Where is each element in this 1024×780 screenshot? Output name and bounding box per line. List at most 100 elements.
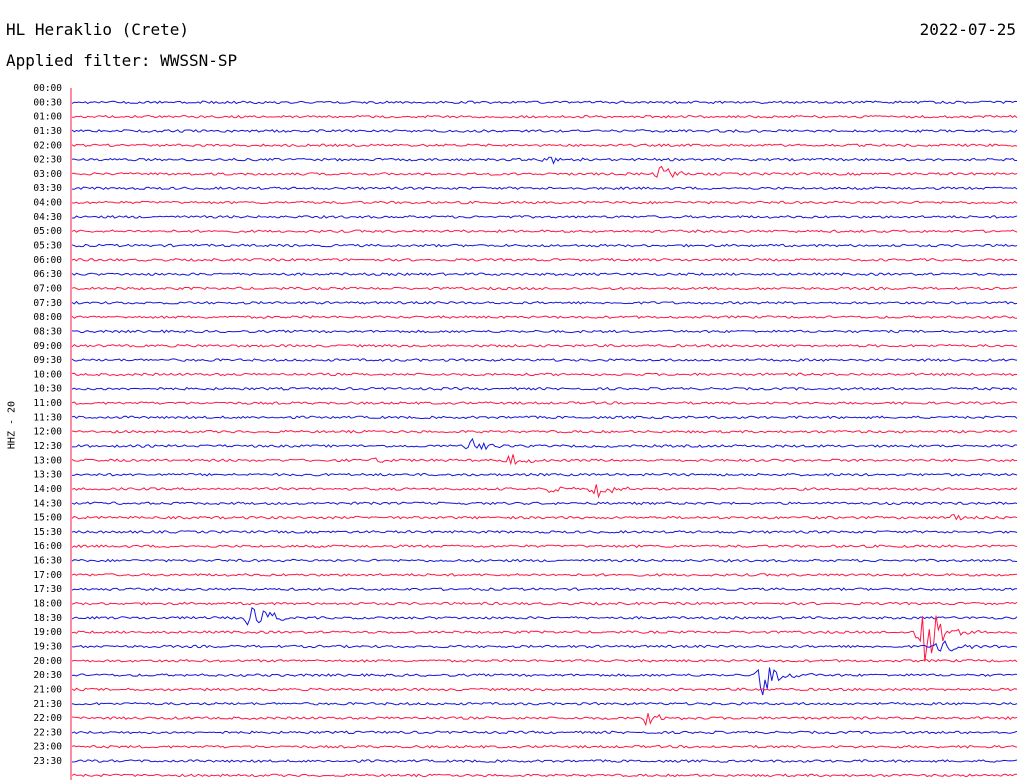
tick-label: 06:00 — [33, 255, 62, 266]
trace-line — [71, 243, 1018, 248]
tick-label: 09:30 — [33, 355, 62, 366]
tick-label: 15:00 — [33, 513, 62, 524]
trace-line — [71, 713, 1018, 727]
trace-line — [71, 315, 1018, 319]
tick-label: 18:00 — [33, 599, 62, 610]
tick-label: 01:30 — [33, 126, 62, 137]
tick-label: 05:00 — [33, 226, 62, 237]
tick-label: 01:00 — [33, 112, 62, 123]
tick-label: 00:30 — [33, 97, 62, 108]
trace-line — [71, 484, 1018, 499]
trace-line — [71, 744, 1018, 749]
date-label: 2022-07-25 — [919, 20, 1016, 39]
trace-line — [71, 372, 1018, 377]
trace-line — [71, 558, 1018, 563]
tick-label: 06:30 — [33, 269, 62, 280]
trace-line — [71, 730, 1018, 735]
tick-label: 04:30 — [33, 212, 62, 223]
trace-line — [71, 615, 1018, 662]
time-ticks: 00:00 00:30 01:00 01:30 02:00 02:30 03:00 03:30… — [33, 83, 62, 767]
tick-label: 13:00 — [33, 455, 62, 466]
tick-label: 20:30 — [33, 670, 62, 681]
trace-line — [71, 607, 1018, 626]
tick-label: 03:30 — [33, 183, 62, 194]
trace-line — [71, 415, 1018, 420]
tick-label: 14:00 — [33, 484, 62, 495]
trace-line — [71, 143, 1018, 148]
trace-line — [71, 687, 1018, 692]
tick-label: 11:30 — [33, 412, 62, 423]
tick-label: 21:00 — [33, 684, 62, 695]
tick-label: 04:00 — [33, 198, 62, 209]
trace-line — [71, 667, 1018, 696]
tick-label: 14:30 — [33, 498, 62, 509]
tick-label: 13:30 — [33, 470, 62, 481]
trace-line — [71, 658, 1018, 663]
tick-label: 17:00 — [33, 570, 62, 581]
trace-line — [71, 429, 1018, 434]
trace-line — [72, 437, 1018, 451]
trace-line — [71, 773, 1018, 778]
tick-label: 23:30 — [33, 756, 62, 767]
tick-label: 10:00 — [33, 369, 62, 380]
tick-label: 03:00 — [33, 169, 62, 180]
traces — [71, 100, 1018, 778]
tick-label: 19:30 — [33, 641, 62, 652]
tick-label: 19:00 — [33, 627, 62, 638]
tick-label: 11:00 — [33, 398, 62, 409]
filter-label: Applied filter: WWSSN-SP — [6, 51, 238, 70]
trace-line — [71, 701, 1018, 706]
trace-line — [71, 386, 1018, 391]
trace-line — [71, 640, 1018, 652]
trace-line — [71, 573, 1018, 577]
tick-label: 10:30 — [33, 384, 62, 395]
trace-line — [71, 454, 1018, 466]
trace-line — [71, 544, 1018, 549]
trace-line — [71, 300, 1018, 305]
tick-label: 16:00 — [33, 541, 62, 552]
tick-label: 17:30 — [33, 584, 62, 595]
tick-label: 00:00 — [33, 83, 62, 94]
trace-line — [71, 200, 1018, 205]
tick-label: 07:00 — [33, 283, 62, 294]
trace-line — [71, 601, 1018, 606]
trace-line — [71, 272, 1018, 277]
tick-label: 16:30 — [33, 556, 62, 567]
trace-line — [71, 530, 1018, 534]
tick-label: 22:30 — [33, 727, 62, 738]
trace-line — [71, 401, 1018, 405]
trace-line — [71, 329, 1018, 334]
trace-line — [71, 257, 1018, 262]
tick-label: 12:30 — [33, 441, 62, 452]
trace-line — [71, 100, 1018, 105]
trace-line — [71, 114, 1018, 119]
station-title: HL Heraklio (Crete) — [6, 20, 190, 39]
tick-label: 15:30 — [33, 527, 62, 538]
trace-line — [71, 472, 1018, 477]
trace-line — [71, 358, 1018, 362]
trace-line — [71, 186, 1018, 191]
tick-label: 05:30 — [33, 241, 62, 252]
tick-label: 12:00 — [33, 427, 62, 438]
trace-line — [71, 587, 1017, 592]
tick-label: 08:00 — [33, 312, 62, 323]
trace-line — [71, 165, 1018, 179]
trace-line — [71, 343, 1018, 348]
trace-line — [71, 501, 1018, 506]
trace-line — [72, 214, 1018, 219]
tick-label: 08:30 — [33, 326, 62, 337]
trace-line — [71, 513, 1018, 521]
tick-label: 09:00 — [33, 341, 62, 352]
tick-label: 18:30 — [33, 613, 62, 624]
tick-label: 07:30 — [33, 298, 62, 309]
tick-label: 20:00 — [33, 656, 62, 667]
trace-line — [71, 286, 1017, 291]
trace-line — [71, 129, 1018, 133]
trace-line — [71, 156, 1017, 165]
tick-label: 23:00 — [33, 742, 62, 753]
trace-line — [71, 759, 1018, 763]
tick-label: 02:00 — [33, 140, 62, 151]
tick-label: 02:30 — [33, 155, 62, 166]
trace-line — [71, 229, 1018, 234]
